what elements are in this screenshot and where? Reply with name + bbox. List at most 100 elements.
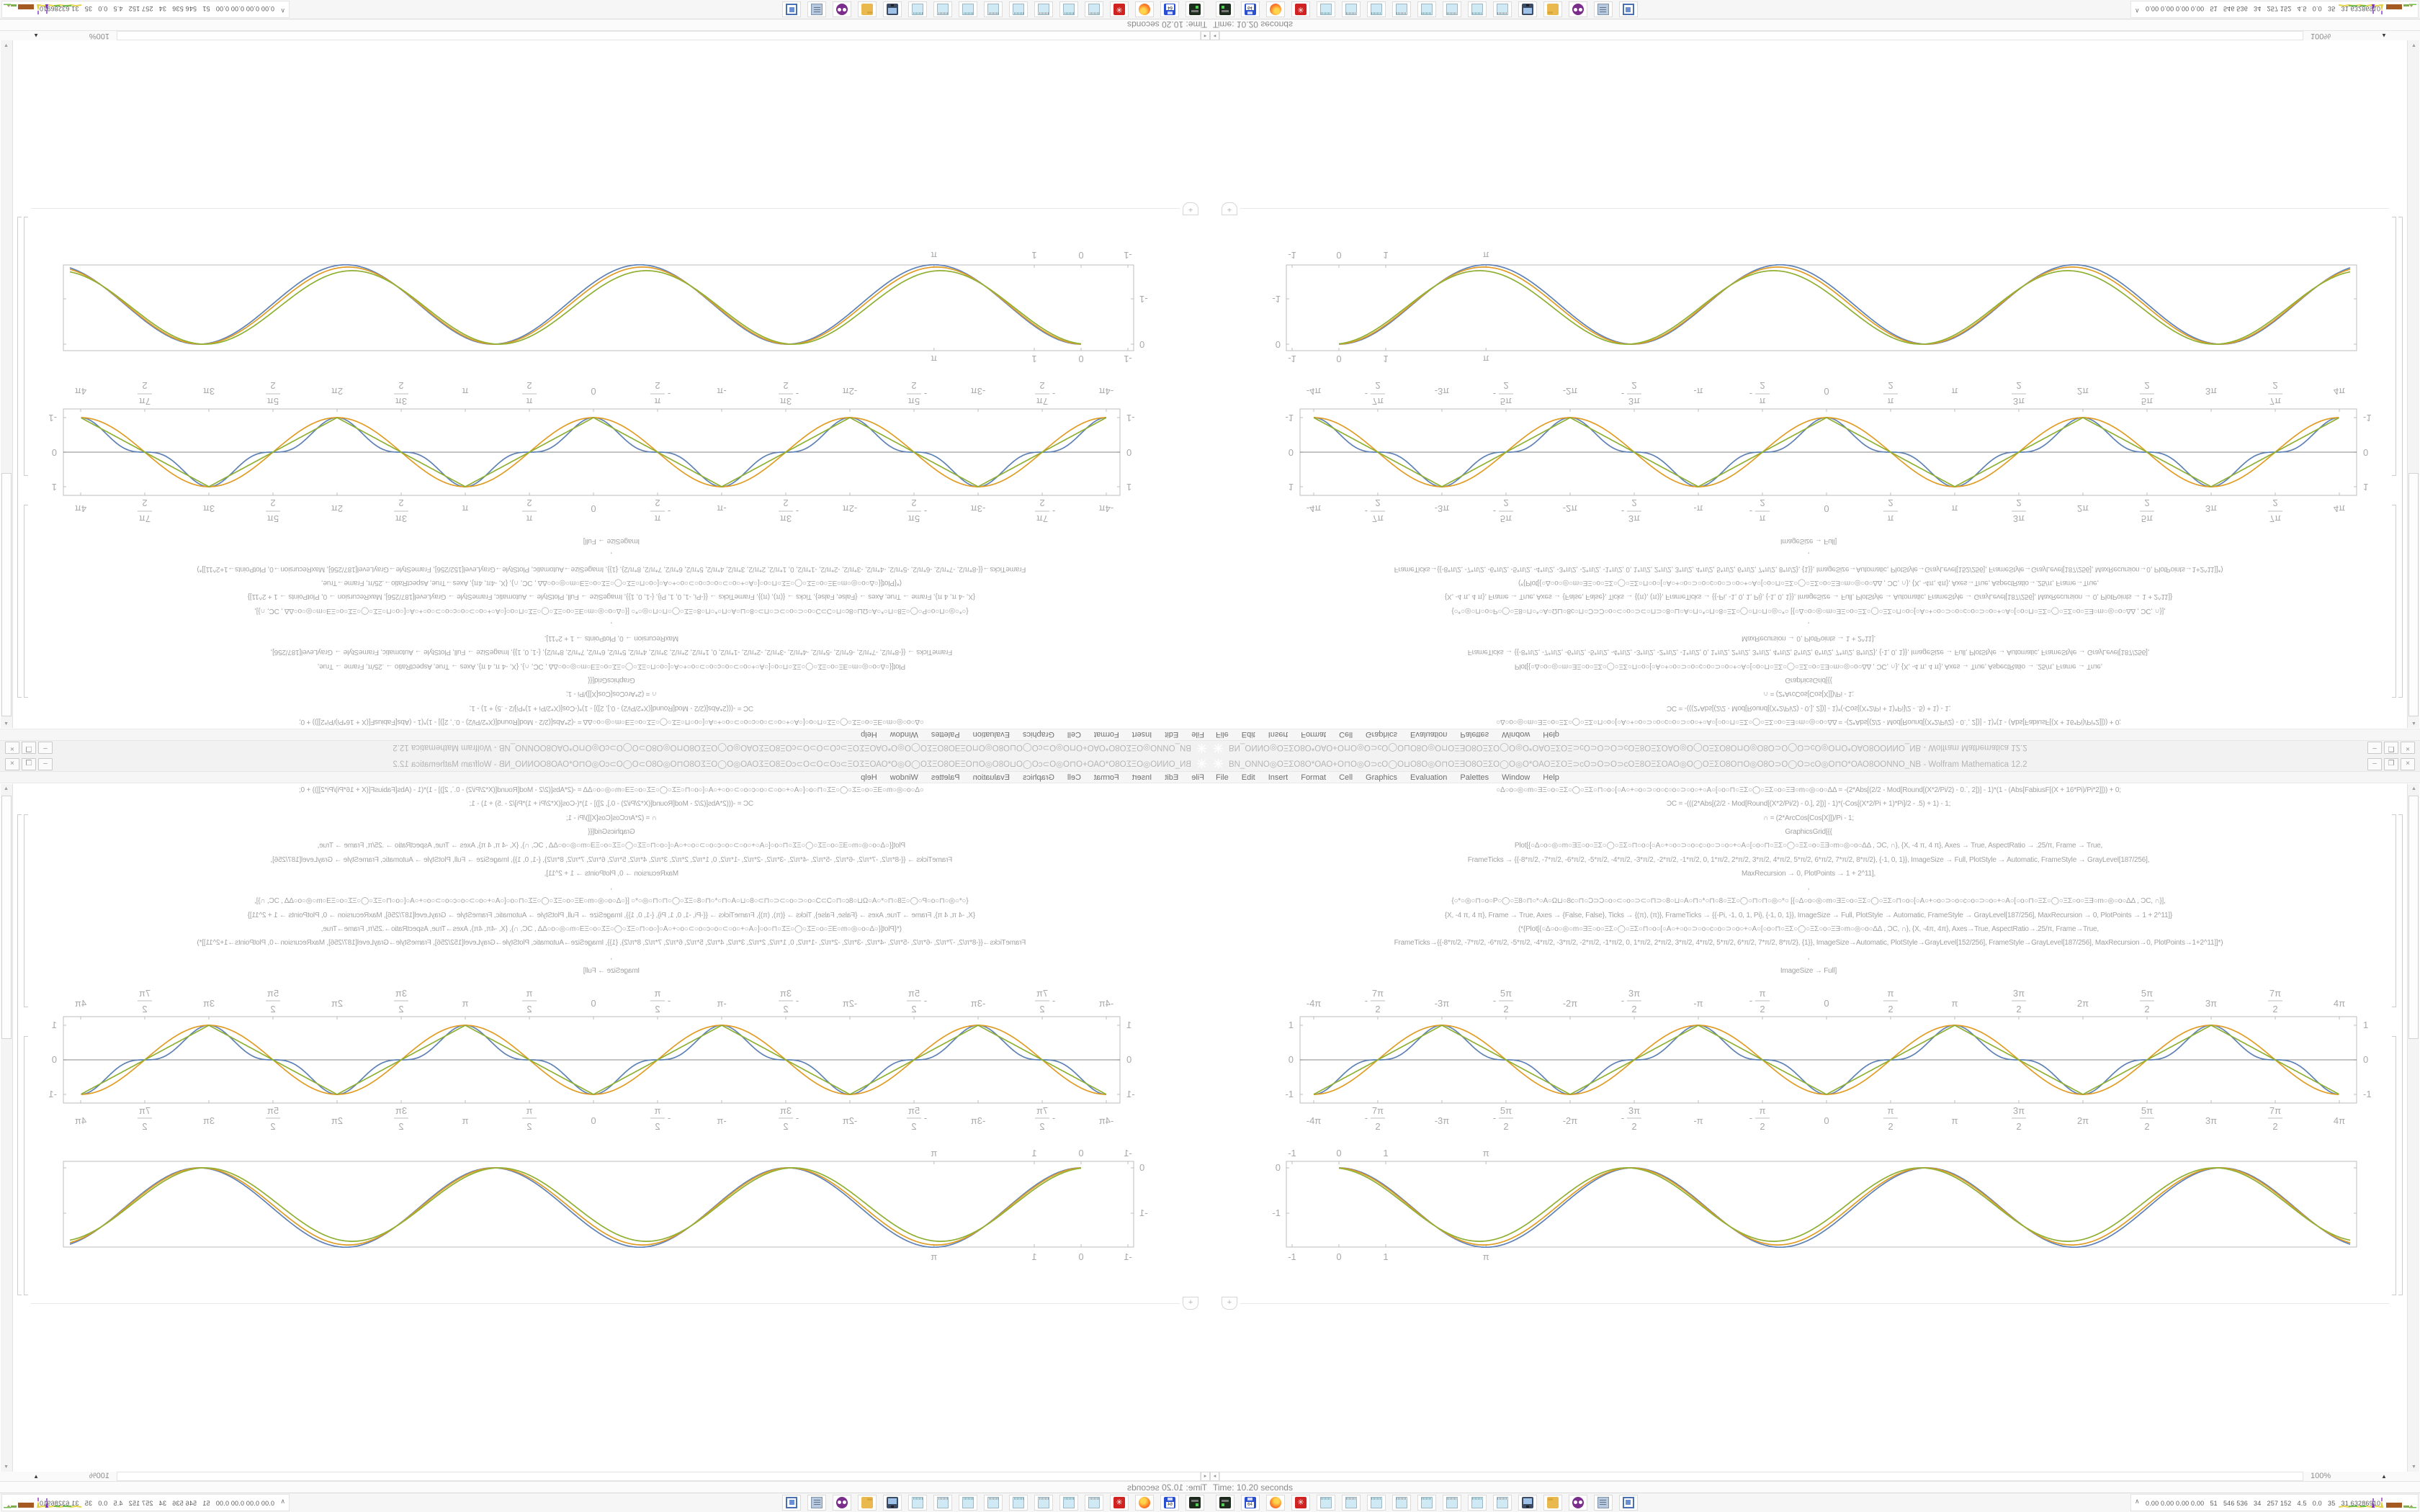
taskbar-button-notepad[interactable] xyxy=(1493,1495,1512,1511)
magnification-popup-button[interactable]: ▲ xyxy=(2381,32,2387,39)
code-line-14[interactable]: ImageSize → Full] xyxy=(583,966,640,975)
vertical-scrollbar[interactable]: ▲ ▼ xyxy=(2407,40,2419,728)
taskbar-button-notepad[interactable] xyxy=(1468,1,1487,17)
taskbar-button-notepad[interactable] xyxy=(1443,1495,1461,1511)
code-line-1[interactable]: ○Δ○o○◎○m○ƎΞ○o○ΞΣ○◯○ΞΣ○⊓○o○[○A○+○o○⊃○o○c○… xyxy=(299,786,924,794)
horizontal-scroll-track[interactable] xyxy=(1219,31,2303,40)
minimize-button[interactable]: – xyxy=(38,742,53,754)
code-line-14[interactable]: ImageSize → Full] xyxy=(583,537,640,546)
code-line-10[interactable]: {X, -4 π, 4 π}, Frame → True, Axes → {Fa… xyxy=(247,911,976,919)
taskbar-button-notepad[interactable] xyxy=(1392,1,1411,17)
taskbar-button-notepad[interactable] xyxy=(1367,1,1386,17)
menu-palettes[interactable]: Palettes xyxy=(1460,730,1489,739)
taskbar-button-mathematica-spikey[interactable] xyxy=(1110,1495,1129,1511)
magnification-popup-button[interactable]: ▲ xyxy=(2381,1473,2387,1480)
menu-window[interactable]: Window xyxy=(1502,773,1531,782)
menu-edit[interactable]: Edit xyxy=(1165,773,1179,782)
code-line-3[interactable]: ∩ = (2*ArcCos[Cos[X]])/Pi - 1; xyxy=(1763,690,1854,698)
menu-graphics[interactable]: Graphics xyxy=(1022,730,1054,739)
scroll-down-arrow[interactable]: ▼ xyxy=(1,40,12,50)
taskbar-button-notepad[interactable] xyxy=(1367,1495,1386,1511)
taskbar-button-notepad[interactable] xyxy=(1009,1,1028,17)
code-line-10[interactable]: {X, -4 π, 4 π}, Frame → True, Axes → {Fa… xyxy=(1444,593,2173,601)
taskbar-button-mathematica-spikey[interactable] xyxy=(1291,1,1310,17)
cell-group-bracket[interactable] xyxy=(17,814,22,1295)
code-line-12[interactable]: FrameTicks→{{-8*π/2, -7*π/2, -6*π/2, -5*… xyxy=(1394,564,2223,573)
taskbar-button-script-scroll[interactable] xyxy=(1594,1,1613,17)
code-line-7[interactable]: MaxRecursion → 0, PlotPoints → 1 + 2^11]… xyxy=(544,869,679,878)
taskbar-button-notepad[interactable] xyxy=(1342,1495,1361,1511)
taskbar-button-screen-share[interactable] xyxy=(1518,1,1537,17)
window-titlebar[interactable]: BN_ONNO◎ΟΞΣΟ8Ο*ΟΑΟ+Ο⊓Ο◎Ο⊃cΟ◯Ο⊔Ο8Ο◎Ο⊓ΟΞƎΟ… xyxy=(0,756,1210,772)
code-line-6[interactable]: FrameTicks → {{-8*π/2, -7*π/2, -6*π/2, -… xyxy=(1467,648,2150,657)
menu-file[interactable]: File xyxy=(1216,773,1229,782)
taskbar-button-floppy-64[interactable] xyxy=(1160,1495,1179,1511)
code-line-8[interactable]: , xyxy=(1807,620,1810,629)
menu-evaluation[interactable]: Evaluation xyxy=(1410,773,1448,782)
restore-button[interactable]: ❐ xyxy=(22,742,36,754)
taskbar-button-console[interactable] xyxy=(1186,1495,1204,1511)
input-cell-bracket[interactable] xyxy=(24,814,29,1007)
input-cell-bracket[interactable] xyxy=(24,505,29,698)
code-line-13[interactable]: , xyxy=(1807,551,1810,559)
tray-chevron-icon[interactable]: ∧ xyxy=(2135,1498,2140,1505)
horizontal-scroll-track[interactable] xyxy=(1219,1472,2303,1481)
taskbar-button-folder[interactable] xyxy=(1543,1,1562,17)
vertical-scroll-thumb[interactable] xyxy=(1,796,12,1039)
menu-help[interactable]: Help xyxy=(1543,773,1559,782)
code-line-12[interactable]: FrameTicks→{{-8*π/2, -7*π/2, -6*π/2, -5*… xyxy=(197,564,1026,573)
taskbar-button-notepad[interactable] xyxy=(1059,1,1078,17)
taskbar-button-firefox[interactable] xyxy=(1135,1495,1154,1511)
code-line-3[interactable]: ∩ = (2*ArcCos[Cos[X]])/Pi - 1; xyxy=(566,814,657,822)
vertical-scrollbar[interactable]: ▲ ▼ xyxy=(1,40,13,728)
code-line-1[interactable]: ○Δ○o○◎○m○ƎΞ○o○ΞΣ○◯○ΞΣ○⊓○o○[○A○+○o○⊃○o○c○… xyxy=(1496,786,2121,794)
code-line-13[interactable]: , xyxy=(610,953,613,961)
menu-edit[interactable]: Edit xyxy=(1241,773,1255,782)
code-line-2[interactable]: ƆC = -(((2*Abs[(2/2 - Mod[Round[(X*2/Pi/… xyxy=(1666,800,1951,809)
horizontal-scroll-track[interactable] xyxy=(117,1472,1201,1481)
code-line-12[interactable]: FrameTicks→{{-8*π/2, -7*π/2, -6*π/2, -5*… xyxy=(197,939,1026,948)
output-cell-bracket[interactable] xyxy=(2391,1036,2396,1295)
horizontal-scroll-track[interactable] xyxy=(117,31,1201,40)
scroll-up-arrow[interactable]: ▲ xyxy=(1,784,12,793)
scroll-up-arrow[interactable]: ▲ xyxy=(2408,784,2419,793)
menu-graphics[interactable]: Graphics xyxy=(1366,730,1398,739)
taskbar-button-notepad[interactable] xyxy=(933,1495,952,1511)
menu-insert[interactable]: Insert xyxy=(1268,773,1289,782)
code-line-13[interactable]: , xyxy=(1807,953,1810,961)
scroll-up-arrow[interactable]: ▲ xyxy=(1,719,12,728)
menu-format[interactable]: Format xyxy=(1301,730,1327,739)
taskbar-button-floppy-64[interactable] xyxy=(1160,1,1179,17)
code-line-6[interactable]: FrameTicks → {{-8*π/2, -7*π/2, -6*π/2, -… xyxy=(270,855,953,864)
minimize-button[interactable]: – xyxy=(2367,758,2382,770)
code-line-6[interactable]: FrameTicks → {{-8*π/2, -7*π/2, -6*π/2, -… xyxy=(1467,855,2150,864)
restore-button[interactable]: ❐ xyxy=(2384,742,2398,754)
code-line-11[interactable]: (*{Plot[{○Δ○o○◎○m○ƎΞ○o○ΞΣ○◯○ΞΣ○⊓○o○[○A○+… xyxy=(1518,579,2099,587)
taskbar-button-window-switcher[interactable] xyxy=(1619,1,1638,17)
menu-cell[interactable]: Cell xyxy=(1339,773,1353,782)
menu-help[interactable]: Help xyxy=(861,773,877,782)
taskbar-button-window-switcher[interactable] xyxy=(782,1495,801,1511)
minimize-button[interactable]: – xyxy=(2367,742,2382,754)
code-line-7[interactable]: MaxRecursion → 0, PlotPoints → 1 + 2^11]… xyxy=(1741,869,1876,878)
menu-cell[interactable]: Cell xyxy=(1067,773,1081,782)
cell-group-bracket[interactable] xyxy=(17,217,22,698)
insert-cell-plus-button[interactable]: + xyxy=(1222,202,1237,215)
taskbar-button-notepad[interactable] xyxy=(1417,1495,1436,1511)
taskbar-button-window-switcher[interactable] xyxy=(1619,1495,1638,1511)
code-line-11[interactable]: (*{Plot[{○Δ○o○◎○m○ƎΞ○o○ΞΣ○◯○ΞΣ○⊓○o○[○A○+… xyxy=(321,925,902,933)
taskbar-button-screen-share[interactable] xyxy=(883,1,902,17)
code-line-9[interactable]: {○*○◎○⊓○o○P○◯○Ξ8○⊓○*○A○Ω⊔○8c○⊓○Ɔ⊃Ɔ○o○⊂○o… xyxy=(254,606,969,615)
taskbar-button-console[interactable] xyxy=(1186,1,1204,17)
taskbar-button-console[interactable] xyxy=(1216,1,1234,17)
taskbar-button-notepad[interactable] xyxy=(1317,1495,1335,1511)
taskbar-button-notepad[interactable] xyxy=(1392,1495,1411,1511)
code-line-2[interactable]: ƆC = -(((2*Abs[(2/2 - Mod[Round[(X*2/Pi/… xyxy=(469,800,754,809)
taskbar-button-notepad[interactable] xyxy=(1342,1,1361,17)
output-cell-bracket[interactable] xyxy=(2391,217,2396,476)
restore-button[interactable]: ❐ xyxy=(22,758,36,770)
window-titlebar[interactable]: BN_ONNO◎ΟΞΣΟ8Ο*ΟΑΟ+Ο⊓Ο◎Ο⊃cΟ◯Ο⊔Ο8Ο◎Ο⊓ΟΞƎΟ… xyxy=(0,740,1210,756)
code-line-4[interactable]: GraphicsGrid[{{ xyxy=(588,676,635,685)
taskbar-button-firefox[interactable] xyxy=(1135,1,1154,17)
taskbar-button-window-switcher[interactable] xyxy=(782,1,801,17)
